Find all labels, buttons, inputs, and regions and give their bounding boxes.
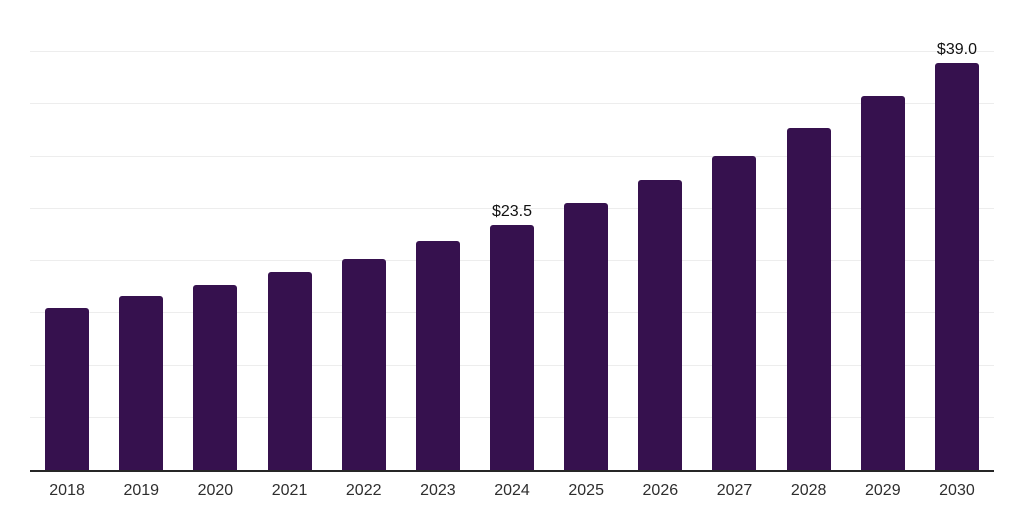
- bar-slot-2023: [401, 0, 475, 470]
- bar-2018: [45, 308, 90, 470]
- x-tick-2027: 2027: [716, 482, 753, 499]
- bar-slot-2026: [623, 0, 697, 470]
- bar-slot-2027: [697, 0, 771, 470]
- x-tick-2030: 2030: [939, 482, 975, 499]
- bar-2028: [786, 128, 831, 470]
- bar-2019: [119, 295, 164, 470]
- bar-slot-2028: [772, 0, 846, 470]
- x-tick-2021: 2021: [271, 482, 308, 499]
- bar-slot-2020: [178, 0, 252, 470]
- bar-slot-2024: $23.5: [475, 0, 549, 470]
- x-tick-2022: 2022: [345, 482, 382, 499]
- bars-container: $23.5 $39.0: [30, 0, 994, 470]
- data-label-2024: $23.5: [491, 202, 533, 220]
- x-tick-2025: 2025: [568, 482, 604, 499]
- bar-slot-2029: [846, 0, 920, 470]
- bar-2029: [860, 96, 905, 470]
- gridline-35: [30, 103, 994, 105]
- x-tick-2026: 2026: [642, 482, 679, 499]
- bar-2025: [564, 202, 609, 470]
- plot-area: $23.5 $39.0: [30, 0, 994, 470]
- x-tick-2019: 2019: [123, 482, 160, 499]
- x-tick-2023: 2023: [420, 482, 456, 499]
- bar-slot-2030: $39.0: [920, 0, 994, 470]
- bar-2021: [267, 271, 312, 470]
- x-tick-2028: 2028: [790, 482, 827, 499]
- data-label-2030: $39.0: [936, 40, 977, 58]
- x-tick-2024: 2024: [494, 482, 530, 499]
- bar-2027: [712, 155, 757, 470]
- gridline-40: [30, 51, 994, 53]
- x-tick-2018: 2018: [49, 482, 85, 499]
- bar-2024: [490, 224, 535, 470]
- bar-slot-2018: [30, 0, 104, 470]
- x-axis-labels: 2018 2019 2020 2021 2022 2023 2024 2025 2026 2027…: [30, 483, 994, 499]
- bar-slot-2025: [549, 0, 623, 470]
- bar-2020: [193, 285, 238, 470]
- bar-slot-2019: [104, 0, 178, 470]
- bar-slot-2022: [327, 0, 401, 470]
- x-axis-line: [30, 470, 994, 472]
- bar-2022: [341, 259, 386, 470]
- bar-2030: [934, 62, 979, 470]
- bar-slot-2021: [252, 0, 326, 470]
- bar-2023: [415, 241, 460, 470]
- x-tick-2029: 2029: [865, 482, 901, 499]
- gridline-25: [30, 207, 994, 209]
- gridline-30: [30, 155, 994, 157]
- bar-2026: [638, 179, 683, 470]
- x-tick-2020: 2020: [197, 482, 234, 499]
